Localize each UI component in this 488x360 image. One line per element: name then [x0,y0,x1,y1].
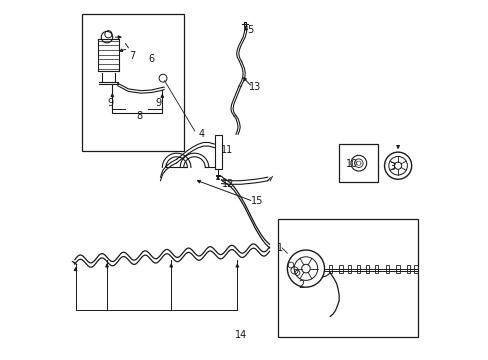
Bar [374,265,378,273]
Bar [356,265,360,273]
Text: 11: 11 [220,145,232,155]
Text: 9: 9 [107,98,113,108]
Text: 8: 8 [136,111,142,121]
Text: 1: 1 [277,243,283,253]
Bar [339,144,378,182]
Text: 13: 13 [248,82,261,92]
Bar [385,265,388,273]
Bar [278,219,417,337]
Text: 14: 14 [234,330,246,341]
Text: 2: 2 [298,280,304,291]
Bar [339,265,342,273]
Bar [215,135,221,169]
Bar [407,265,409,273]
Text: 12: 12 [222,179,234,189]
Bar [347,265,351,273]
Bar [396,265,399,273]
Text: 5: 5 [246,25,252,35]
Bar [413,265,417,273]
Text: 15: 15 [250,197,263,206]
Text: 4: 4 [198,129,204,139]
Bar [328,265,331,273]
Text: 3: 3 [389,162,395,172]
Text: 6: 6 [148,54,154,64]
Text: 9: 9 [155,98,162,108]
Bar [366,265,368,273]
Text: 10: 10 [345,159,357,169]
Bar [82,14,183,152]
Text: 7: 7 [128,51,135,61]
